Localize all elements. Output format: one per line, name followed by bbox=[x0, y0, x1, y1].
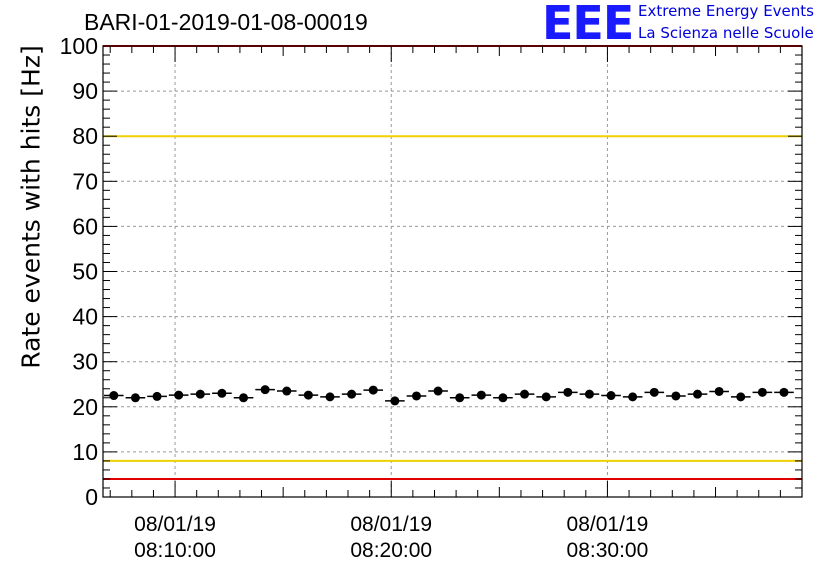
data-point bbox=[174, 390, 184, 400]
y-tick-label: 80 bbox=[72, 123, 98, 149]
data-point bbox=[563, 387, 573, 397]
data-point bbox=[109, 391, 119, 401]
data-point bbox=[779, 387, 789, 397]
data-point bbox=[347, 389, 357, 399]
data-point bbox=[455, 393, 465, 403]
data-point bbox=[152, 391, 162, 401]
data-point bbox=[649, 387, 659, 397]
x-tick-date: 08/01/19 bbox=[567, 513, 649, 536]
data-point bbox=[671, 391, 681, 401]
x-tick-time: 08:10:00 bbox=[134, 539, 216, 562]
data-point bbox=[541, 392, 551, 402]
data-point bbox=[195, 389, 205, 399]
y-tick-label: 10 bbox=[72, 439, 98, 465]
x-tick-time: 08:20:00 bbox=[350, 539, 432, 562]
data-point bbox=[498, 393, 508, 403]
eee-logo: EEE bbox=[542, 0, 634, 50]
data-point bbox=[757, 387, 767, 397]
data-point bbox=[433, 386, 443, 396]
data-point bbox=[239, 393, 249, 403]
y-tick-label: 100 bbox=[60, 33, 98, 59]
y-tick-label: 70 bbox=[72, 168, 98, 194]
x-tick-date: 08/01/19 bbox=[350, 513, 432, 536]
chart-title: BARI-01-2019-01-08-00019 bbox=[84, 9, 368, 35]
logo-subtitle-line1: Extreme Energy Events bbox=[638, 2, 814, 20]
y-tick-label: 50 bbox=[72, 259, 98, 285]
data-point bbox=[368, 385, 378, 395]
x-tick-date: 08/01/19 bbox=[134, 513, 216, 536]
data-point bbox=[260, 385, 270, 395]
y-tick-label: 0 bbox=[85, 484, 98, 510]
data-point bbox=[130, 393, 140, 403]
data-point bbox=[390, 396, 400, 406]
data-point bbox=[606, 391, 616, 401]
data-point bbox=[714, 386, 724, 396]
logo-subtitle-line2: La Scienza nelle Scuole bbox=[638, 24, 814, 42]
data-point bbox=[476, 390, 486, 400]
data-point bbox=[217, 388, 227, 398]
data-point bbox=[303, 390, 313, 400]
data-point bbox=[411, 391, 421, 401]
y-tick-label: 40 bbox=[72, 304, 98, 330]
data-point bbox=[282, 386, 292, 396]
data-point bbox=[736, 392, 746, 402]
data-point bbox=[325, 392, 335, 402]
y-tick-label: 30 bbox=[72, 349, 98, 375]
y-tick-label: 20 bbox=[72, 394, 98, 420]
data-point bbox=[693, 389, 703, 399]
y-tick-label: 90 bbox=[72, 78, 98, 104]
x-tick-time: 08:30:00 bbox=[567, 539, 649, 562]
y-tick-label: 60 bbox=[72, 213, 98, 239]
data-point bbox=[520, 389, 530, 399]
data-point bbox=[628, 392, 638, 402]
data-point bbox=[584, 389, 594, 399]
